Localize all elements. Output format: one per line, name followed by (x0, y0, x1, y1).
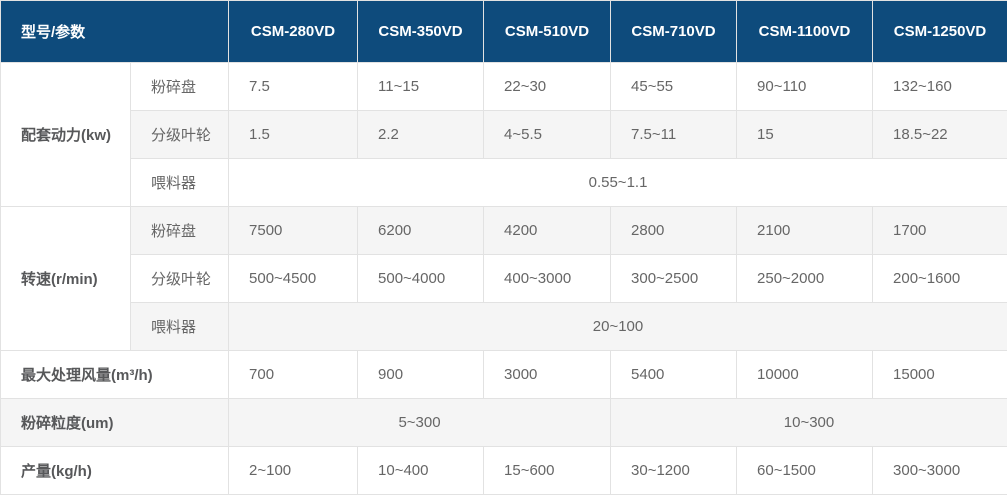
value-cell: 7500 (229, 207, 358, 255)
sub-label: 粉碎盘 (131, 63, 229, 111)
value-cell: 400~3000 (484, 255, 611, 303)
table-row: 配套动力(kw) 粉碎盘 7.5 11~15 22~30 45~55 90~11… (1, 63, 1007, 111)
sub-label: 喂料器 (131, 159, 229, 207)
value-cell: 2800 (611, 207, 737, 255)
table-row: 粉碎粒度(um) 5~300 10~300 (1, 399, 1007, 447)
table-row: 分级叶轮 500~4500 500~4000 400~3000 300~2500… (1, 255, 1007, 303)
table-row: 喂料器 0.55~1.1 (1, 159, 1007, 207)
row-label-output: 产量(kg/h) (1, 447, 229, 495)
value-cell: 60~1500 (737, 447, 873, 495)
section-label-power: 配套动力(kw) (1, 63, 131, 207)
value-cell: 300~2500 (611, 255, 737, 303)
value-cell: 15 (737, 111, 873, 159)
value-cell: 15~600 (484, 447, 611, 495)
merged-value-cell: 5~300 (229, 399, 611, 447)
value-cell: 200~1600 (873, 255, 1007, 303)
value-cell: 700 (229, 351, 358, 399)
table-row: 喂料器 20~100 (1, 303, 1007, 351)
row-label-max-airflow: 最大处理风量(m³/h) (1, 351, 229, 399)
merged-value-cell: 10~300 (611, 399, 1007, 447)
column-header-model: CSM-1250VD (873, 1, 1007, 63)
value-cell: 300~3000 (873, 447, 1007, 495)
sub-label: 分级叶轮 (131, 111, 229, 159)
table-row: 分级叶轮 1.5 2.2 4~5.5 7.5~11 15 18.5~22 (1, 111, 1007, 159)
value-cell: 1.5 (229, 111, 358, 159)
value-cell: 10000 (737, 351, 873, 399)
value-cell: 132~160 (873, 63, 1007, 111)
sub-label: 粉碎盘 (131, 207, 229, 255)
value-cell: 1700 (873, 207, 1007, 255)
column-header-model: CSM-510VD (484, 1, 611, 63)
value-cell: 2~100 (229, 447, 358, 495)
value-cell: 2100 (737, 207, 873, 255)
value-cell: 30~1200 (611, 447, 737, 495)
merged-value-cell: 0.55~1.1 (229, 159, 1007, 207)
value-cell: 5400 (611, 351, 737, 399)
value-cell: 500~4000 (358, 255, 484, 303)
column-header-model: CSM-350VD (358, 1, 484, 63)
value-cell: 7.5~11 (611, 111, 737, 159)
value-cell: 18.5~22 (873, 111, 1007, 159)
value-cell: 3000 (484, 351, 611, 399)
value-cell: 4200 (484, 207, 611, 255)
value-cell: 11~15 (358, 63, 484, 111)
section-label-speed: 转速(r/min) (1, 207, 131, 351)
value-cell: 250~2000 (737, 255, 873, 303)
value-cell: 2.2 (358, 111, 484, 159)
table-row: 产量(kg/h) 2~100 10~400 15~600 30~1200 60~… (1, 447, 1007, 495)
value-cell: 15000 (873, 351, 1007, 399)
column-header-model: CSM-710VD (611, 1, 737, 63)
value-cell: 10~400 (358, 447, 484, 495)
value-cell: 22~30 (484, 63, 611, 111)
value-cell: 6200 (358, 207, 484, 255)
value-cell: 90~110 (737, 63, 873, 111)
table-row: 转速(r/min) 粉碎盘 7500 6200 4200 2800 2100 1… (1, 207, 1007, 255)
merged-value-cell: 20~100 (229, 303, 1007, 351)
column-header-model: CSM-280VD (229, 1, 358, 63)
header-row: 型号/参数 CSM-280VD CSM-350VD CSM-510VD CSM-… (1, 1, 1007, 63)
sub-label: 喂料器 (131, 303, 229, 351)
value-cell: 500~4500 (229, 255, 358, 303)
value-cell: 4~5.5 (484, 111, 611, 159)
value-cell: 7.5 (229, 63, 358, 111)
row-label-particle-size: 粉碎粒度(um) (1, 399, 229, 447)
value-cell: 45~55 (611, 63, 737, 111)
header-param-label: 型号/参数 (1, 1, 229, 63)
table-row: 最大处理风量(m³/h) 700 900 3000 5400 10000 150… (1, 351, 1007, 399)
column-header-model: CSM-1100VD (737, 1, 873, 63)
value-cell: 900 (358, 351, 484, 399)
sub-label: 分级叶轮 (131, 255, 229, 303)
